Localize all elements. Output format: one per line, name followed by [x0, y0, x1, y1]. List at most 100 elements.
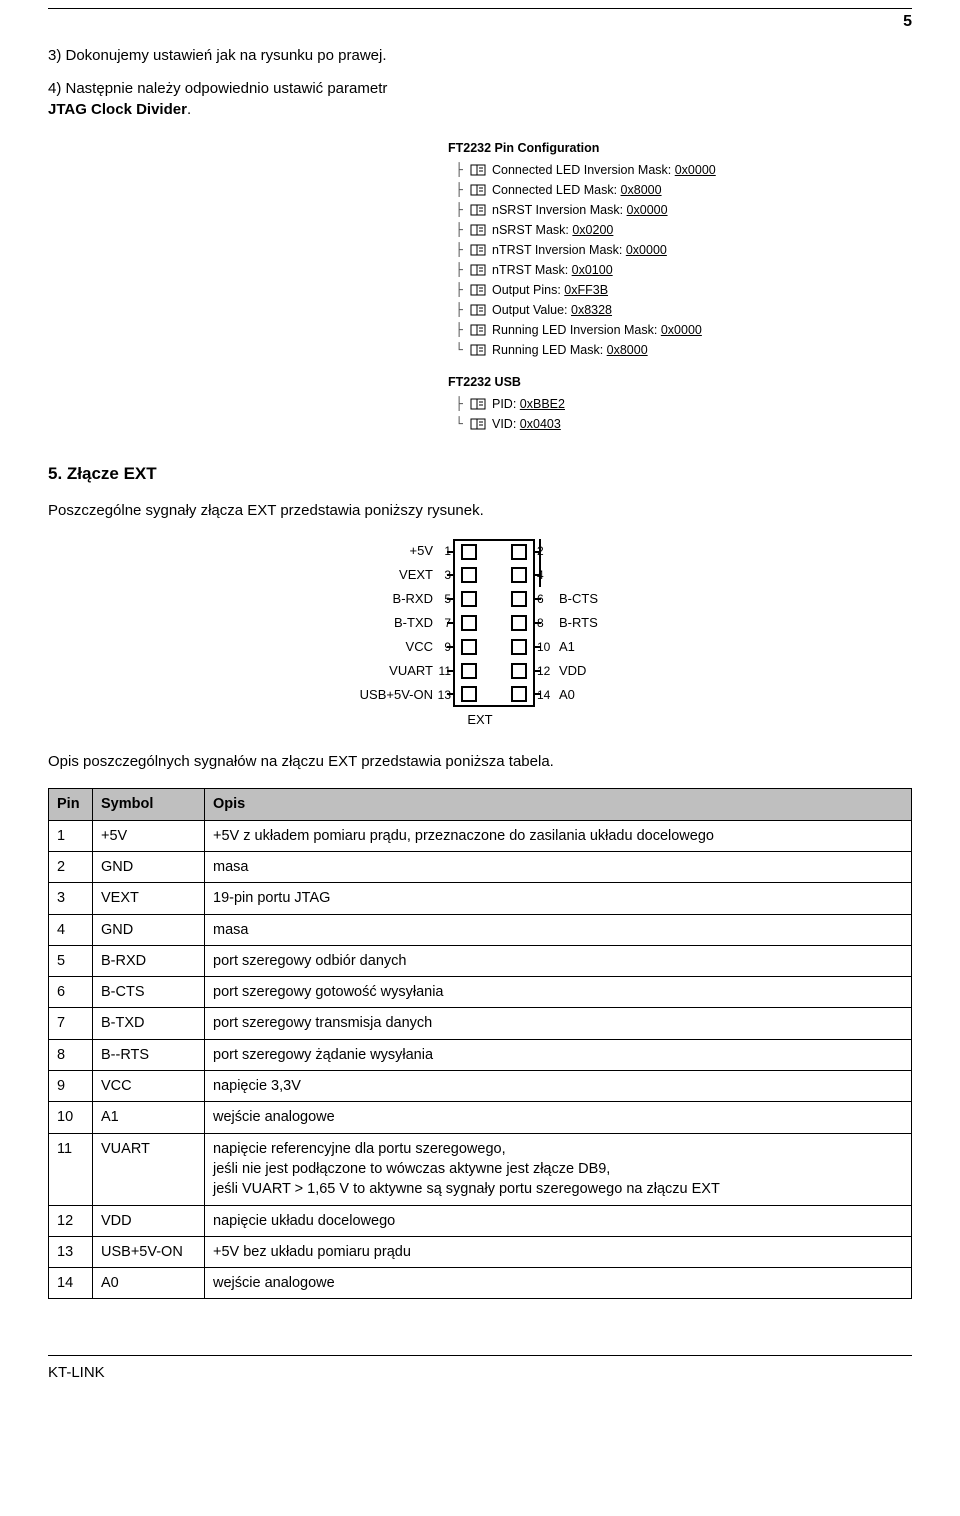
tree-item: ├PID: 0xBBE2 — [448, 394, 912, 414]
tree-item-label: VID: 0x0403 — [492, 414, 561, 434]
cell-pin: 11 — [49, 1133, 93, 1205]
connector-row: VUART1112VDD — [333, 659, 627, 683]
tree-item-label: Output Pins: 0xFF3B — [492, 280, 608, 300]
pin-square — [461, 663, 477, 679]
cell-pin: 5 — [49, 945, 93, 976]
cell-opis: napięcie 3,3V — [205, 1071, 912, 1102]
connector-body — [453, 611, 535, 635]
tree-item-value: 0x8000 — [607, 343, 648, 357]
connector-row: B-RXD56B-CTS — [333, 587, 627, 611]
cell-pin: 12 — [49, 1205, 93, 1236]
connector-row: B-TXD78B-RTS — [333, 611, 627, 635]
cell-symbol: B--RTS — [93, 1039, 205, 1070]
section-5-heading: 5. Złącze EXT — [48, 462, 912, 486]
property-icon — [470, 417, 486, 431]
section-5-para2: Opis poszczególnych sygnałów na złączu E… — [48, 751, 912, 772]
cell-opis: port szeregowy odbiór danych — [205, 945, 912, 976]
tree-item-label: nSRST Inversion Mask: 0x0000 — [492, 200, 668, 220]
property-icon — [470, 397, 486, 411]
property-icon — [470, 263, 486, 277]
connector-row: VCC910A1 — [333, 635, 627, 659]
cell-opis: port szeregowy żądanie wysyłania — [205, 1039, 912, 1070]
table-row: 12VDDnapięcie układu docelowego — [49, 1205, 912, 1236]
tree-item-label: Connected LED Mask: 0x8000 — [492, 180, 662, 200]
tree2-caption: FT2232 USB — [448, 372, 912, 392]
connector-body — [453, 635, 535, 659]
tree1-caption: FT2232 Pin Configuration — [448, 138, 912, 158]
pin-square — [511, 615, 527, 631]
tree-item-value: 0x0000 — [626, 243, 667, 257]
tree-item: └ VID: 0x0403 — [448, 414, 912, 434]
pin-square — [461, 544, 477, 560]
tree-branch-icon: ├ — [454, 200, 464, 220]
pin-square — [511, 567, 527, 583]
table-row: 9VCCnapięcie 3,3V — [49, 1071, 912, 1102]
cell-symbol: A0 — [93, 1268, 205, 1299]
cell-pin: 9 — [49, 1071, 93, 1102]
cell-symbol: VCC — [93, 1071, 205, 1102]
connector-row: VEXT34 — [333, 563, 627, 587]
property-icon — [470, 343, 486, 357]
th-pin: Pin — [49, 789, 93, 820]
cell-opis: masa — [205, 914, 912, 945]
cell-opis: port szeregowy gotowość wysyłania — [205, 977, 912, 1008]
pin-lead — [447, 598, 455, 600]
tree-branch-icon: ├ — [454, 220, 464, 240]
cell-opis: +5V bez układu pomiaru prądu — [205, 1236, 912, 1267]
step-3-text: 3) Dokonujemy ustawień jak na rysunku po… — [48, 45, 408, 66]
pin-right-label: A1 — [555, 638, 627, 656]
tree-item-value: 0x0403 — [520, 417, 561, 431]
pin-square — [511, 639, 527, 655]
pin-right-label: A0 — [555, 686, 627, 704]
pin-left-label: USB+5V-ON — [333, 686, 437, 704]
pin-left-label: B-RXD — [333, 590, 437, 608]
pin-lead — [447, 693, 455, 695]
table-row: 3VEXT19-pin portu JTAG — [49, 883, 912, 914]
table-row: 10A1wejście analogowe — [49, 1102, 912, 1133]
tree-branch-icon: └ — [454, 414, 464, 434]
th-symbol: Symbol — [93, 789, 205, 820]
cell-symbol: B-RXD — [93, 945, 205, 976]
pin-square — [461, 686, 477, 702]
tree-item-label: Connected LED Inversion Mask: 0x0000 — [492, 160, 716, 180]
connector-body — [453, 683, 535, 707]
cell-pin: 3 — [49, 883, 93, 914]
cell-symbol: VUART — [93, 1133, 205, 1205]
footer-rule — [48, 1355, 912, 1356]
tree-ft2232-pin-config: FT2232 Pin Configuration ├ Connected LED … — [448, 138, 912, 360]
tree-item: ├nSRST Mask: 0x0200 — [448, 220, 912, 240]
tree-item: ├Running LED Inversion Mask: 0x0000 — [448, 320, 912, 340]
pin-right-label: B-CTS — [555, 590, 627, 608]
connector-body — [453, 539, 535, 563]
tree-branch-icon: ├ — [454, 300, 464, 320]
step-4-text: 4) Następnie należy odpowiednio ustawić … — [48, 78, 408, 120]
cell-pin: 2 — [49, 851, 93, 882]
pin-square — [511, 544, 527, 560]
cell-symbol: VDD — [93, 1205, 205, 1236]
pin-lead — [533, 693, 541, 695]
cell-opis: +5V z układem pomiaru prądu, przeznaczon… — [205, 820, 912, 851]
property-icon — [470, 323, 486, 337]
table-row: 8B--RTSport szeregowy żądanie wysyłania — [49, 1039, 912, 1070]
property-icon — [470, 243, 486, 257]
property-icon — [470, 283, 486, 297]
tree-item-label: Output Value: 0x8328 — [492, 300, 612, 320]
connector-caption: EXT — [333, 711, 627, 729]
cell-symbol: B-TXD — [93, 1008, 205, 1039]
property-icon — [470, 183, 486, 197]
pin-lead — [447, 551, 455, 553]
tree-item: ├nTRST Mask: 0x0100 — [448, 260, 912, 280]
connector-body — [453, 587, 535, 611]
table-row: 13USB+5V-ON+5V bez układu pomiaru prądu — [49, 1236, 912, 1267]
pin-left-label: VUART — [333, 662, 437, 680]
pin-lead — [447, 670, 455, 672]
table-row: 2GNDmasa — [49, 851, 912, 882]
tree-item: ├Output Pins: 0xFF3B — [448, 280, 912, 300]
page-number: 5 — [48, 11, 912, 33]
tree-item-value: 0x8000 — [621, 183, 662, 197]
tree-branch-icon: ├ — [454, 160, 464, 180]
tree-item-label: nTRST Mask: 0x0100 — [492, 260, 613, 280]
tree-branch-icon: ├ — [454, 180, 464, 200]
tree-item-value: 0xFF3B — [564, 283, 608, 297]
pin-right-label: VDD — [555, 662, 627, 680]
